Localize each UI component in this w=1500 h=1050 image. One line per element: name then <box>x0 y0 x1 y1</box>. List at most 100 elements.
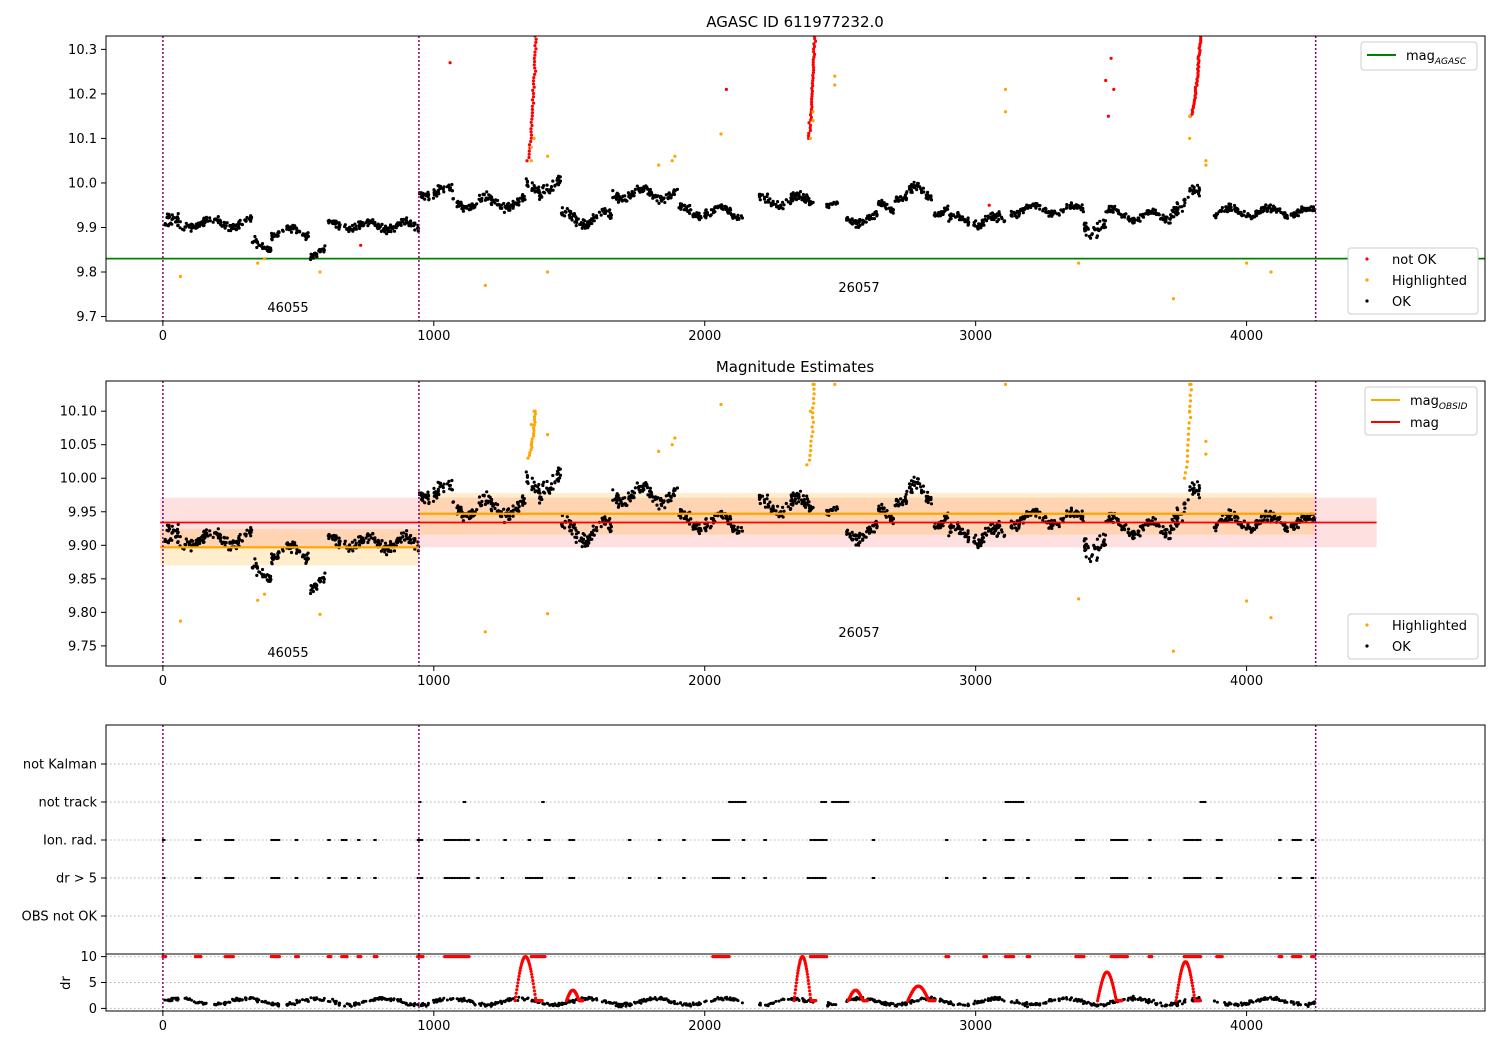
ok-point <box>230 226 235 231</box>
ok-point <box>494 502 498 506</box>
flag-point <box>741 876 744 880</box>
ok-point <box>573 526 577 530</box>
ok-point <box>861 537 865 541</box>
ok-point <box>1099 546 1103 550</box>
flag-point <box>1189 838 1192 842</box>
flag-point <box>657 838 660 842</box>
ok-point <box>1012 210 1016 214</box>
highlighted-point <box>673 154 677 158</box>
flag-point <box>1183 838 1186 842</box>
ok-point <box>294 231 299 235</box>
flag-point <box>1079 838 1082 842</box>
highlighted-point <box>1204 452 1208 456</box>
highlighted-point <box>532 434 536 438</box>
legend-not-ok: not OK <box>1392 253 1437 268</box>
ok-point <box>522 194 526 199</box>
ok-point <box>962 531 967 535</box>
ok-point <box>789 201 793 205</box>
ok-point <box>631 490 635 494</box>
flag-point <box>728 838 731 842</box>
ok-point <box>189 222 194 226</box>
ok-point <box>438 481 443 485</box>
ok-point <box>305 235 309 239</box>
not-ok-point <box>809 115 814 119</box>
flag-point <box>721 838 724 842</box>
ok-point <box>564 210 568 214</box>
not-ok-point <box>525 159 529 163</box>
ok-point <box>774 509 778 513</box>
ok-point <box>515 509 520 513</box>
not-ok-point <box>810 86 814 91</box>
ok-point <box>518 499 523 503</box>
dr-point <box>684 1003 688 1007</box>
ok-point <box>542 490 546 494</box>
ok-point <box>188 541 192 546</box>
ok-point <box>944 514 949 518</box>
legend-mag-obsid-label: mag <box>1410 394 1439 409</box>
dr-point <box>295 1001 299 1005</box>
dr-point <box>551 1004 555 1008</box>
ok-point <box>932 525 936 529</box>
highlighted-point <box>811 119 815 123</box>
ok-point <box>980 538 984 542</box>
not-ok-point <box>811 73 815 77</box>
highlighted-point <box>532 428 536 433</box>
ok-point <box>628 495 632 499</box>
ok-point <box>219 536 223 540</box>
highlighted-point <box>1171 649 1175 653</box>
dr-point <box>765 1003 769 1007</box>
flag-point <box>806 876 809 880</box>
ok-point <box>908 187 912 191</box>
ok-point <box>494 198 498 202</box>
ok-point <box>176 224 180 228</box>
flag-point <box>502 876 505 880</box>
ok-point <box>1013 526 1018 530</box>
ok-point <box>327 218 331 222</box>
ok-point <box>538 501 542 505</box>
ok-point <box>1217 210 1221 214</box>
flag-point <box>536 876 539 880</box>
ok-point <box>888 209 893 213</box>
flag-point <box>568 876 571 880</box>
ok-point <box>1167 537 1171 541</box>
flag-point <box>270 838 273 842</box>
flag-point <box>728 876 731 880</box>
ok-point <box>508 204 512 208</box>
flag-point <box>340 838 343 842</box>
obs-label-46055: 46055 <box>267 301 308 316</box>
ok-point <box>361 540 365 545</box>
ok-point <box>640 489 644 493</box>
ok-point <box>359 220 363 224</box>
dr-point <box>624 1004 628 1008</box>
flag-point <box>629 876 632 880</box>
flag-point <box>811 876 814 880</box>
ok-point <box>1129 218 1133 222</box>
highlighted-point <box>811 411 815 415</box>
dr-point <box>473 1003 477 1007</box>
ok-point <box>792 493 796 497</box>
dr-point <box>723 996 727 1000</box>
flag-point <box>683 838 686 842</box>
ok-point <box>365 219 370 223</box>
flag-point <box>276 876 279 880</box>
ok-point <box>1152 211 1156 215</box>
ok-point <box>353 538 357 542</box>
ok-point <box>260 242 265 246</box>
ok-point <box>762 197 767 201</box>
ok-point <box>595 216 599 220</box>
highlighted-point <box>533 412 538 416</box>
dr-point <box>260 1000 264 1003</box>
ok-point <box>388 226 392 230</box>
ok-point <box>891 207 895 211</box>
ok-point <box>866 216 870 220</box>
flag-point <box>446 838 449 842</box>
ok-point <box>797 495 801 499</box>
ok-point <box>1084 233 1088 237</box>
ok-point <box>1235 207 1239 211</box>
ok-point <box>592 215 596 219</box>
highlighted-point <box>719 402 723 407</box>
dr-point <box>223 1000 227 1004</box>
ok-point <box>995 213 999 217</box>
flag-point <box>1184 838 1187 842</box>
ok-point <box>405 529 409 533</box>
